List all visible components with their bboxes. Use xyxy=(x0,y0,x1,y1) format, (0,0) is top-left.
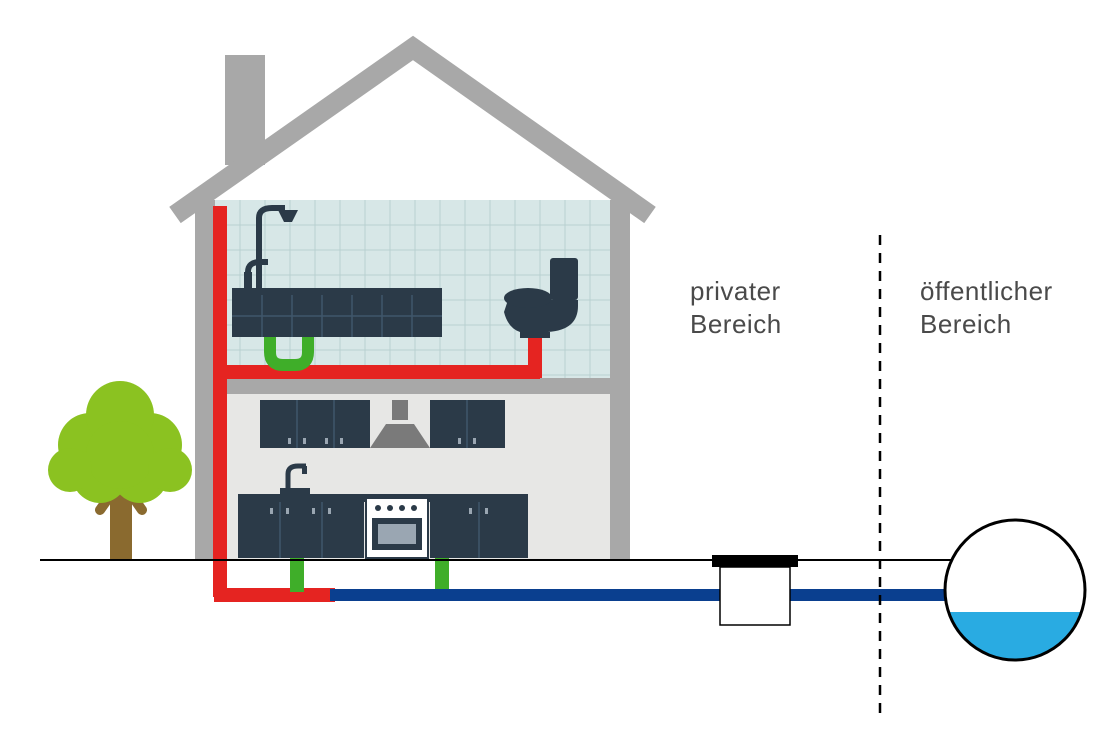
label-private-line1: privater xyxy=(690,276,781,306)
inspection-chamber-icon xyxy=(712,555,798,625)
label-public-line1: öffentlicher xyxy=(920,276,1053,306)
label-private-line2: Bereich xyxy=(690,309,782,339)
label-public-area: öffentlicher Bereich xyxy=(920,275,1053,340)
label-private-area: privater Bereich xyxy=(690,275,782,340)
tree-icon xyxy=(48,381,192,560)
label-public-line2: Bereich xyxy=(920,309,1012,339)
diagram-canvas xyxy=(0,0,1112,746)
sewer-main-icon xyxy=(945,520,1085,672)
